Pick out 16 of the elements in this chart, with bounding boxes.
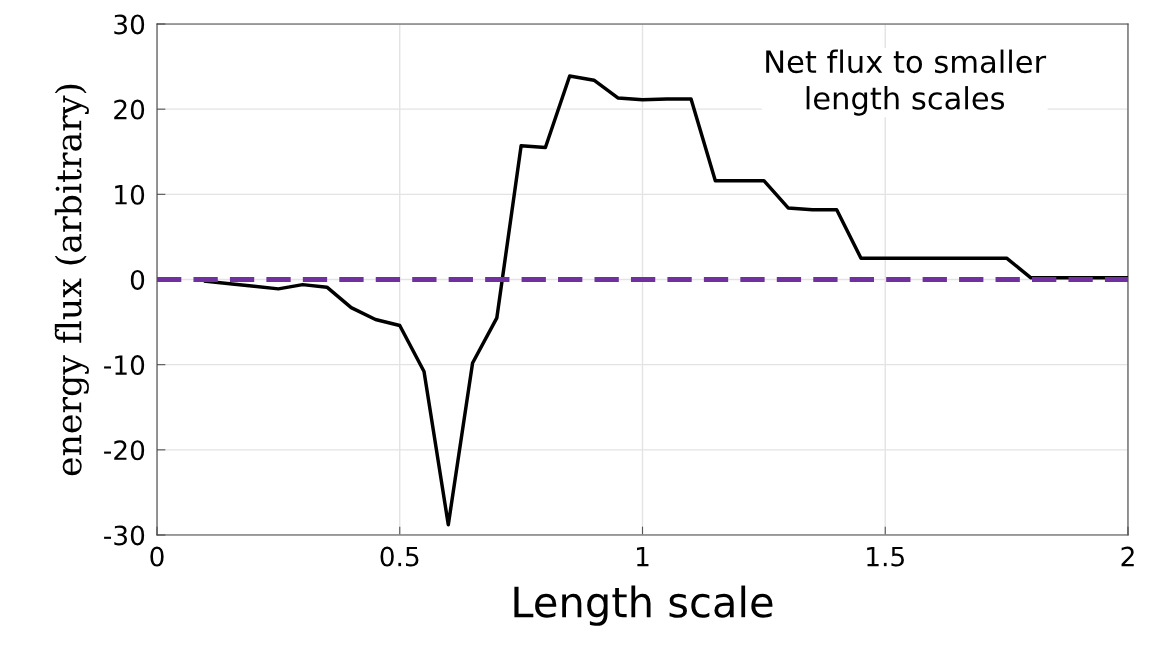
y-tick-label: 10 [115, 184, 145, 205]
x-axis-title: Length scale [514, 585, 773, 626]
x-tick-label: 1 [637, 546, 649, 567]
x-tick-label: 0 [150, 546, 164, 567]
y-tick-label: -30 [104, 525, 145, 546]
x-tick-label: 1.5 [867, 546, 904, 567]
y-tick-label: 0 [130, 269, 145, 290]
x-tick-label: 0.5 [380, 546, 419, 567]
line-series [203, 74, 1128, 527]
y-tick-label: 30 [114, 14, 145, 35]
x-tick-label: 2 [1121, 546, 1134, 567]
y-tick-label: -20 [104, 440, 145, 461]
y-tick-label: 20 [114, 99, 145, 120]
annotation: Net flux to smaller length scales [766, 49, 1047, 116]
y-axis-title: energy flux (arbitrary) [54, 84, 89, 476]
y-tick-label: -10 [104, 355, 145, 376]
